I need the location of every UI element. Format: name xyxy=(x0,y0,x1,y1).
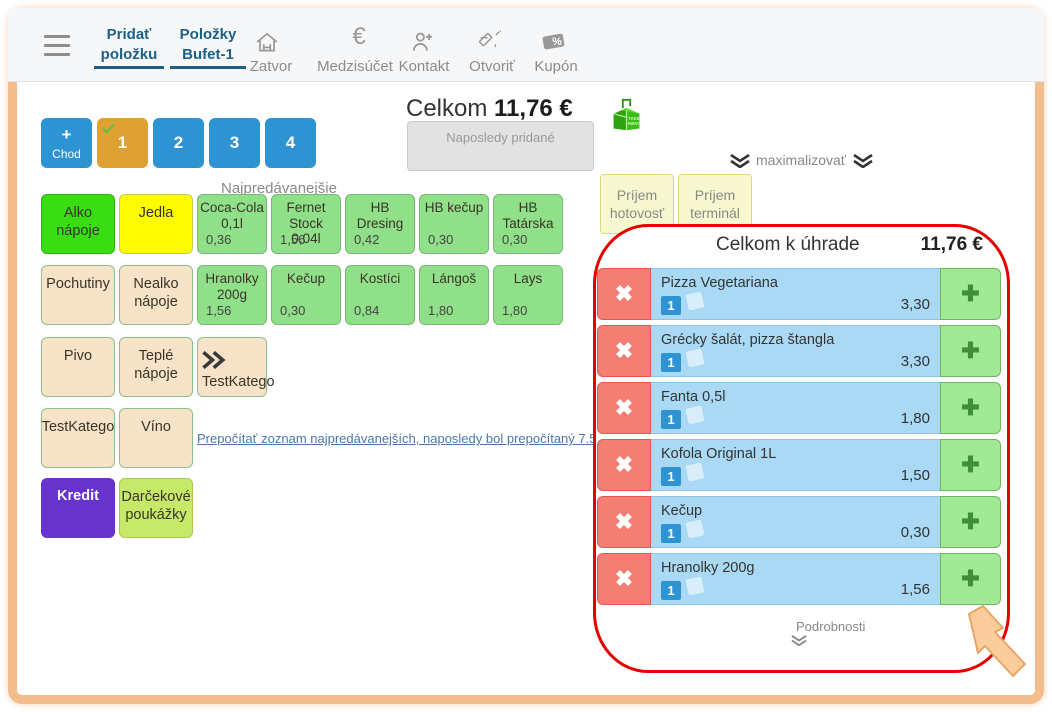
svg-text:AWAY: AWAY xyxy=(627,121,639,126)
